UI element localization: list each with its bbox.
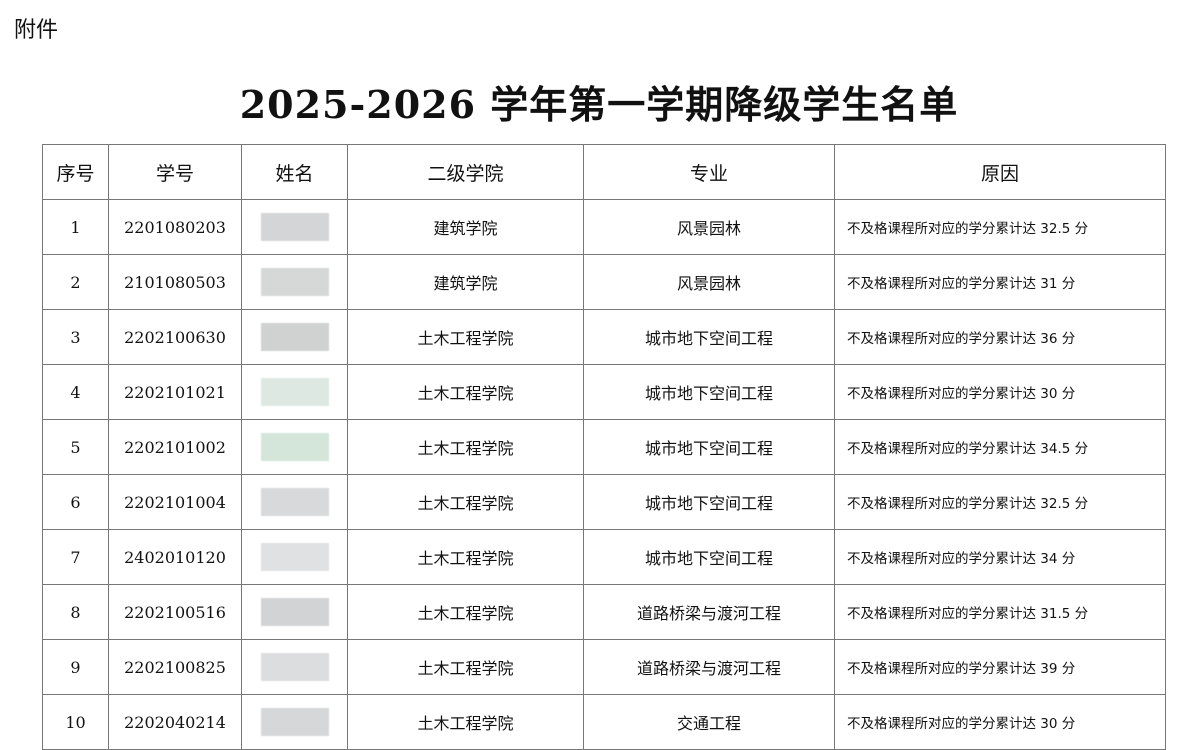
- redacted-name: [260, 488, 329, 516]
- redacted-name: [260, 268, 329, 296]
- cell-student-id: 2202101002: [108, 419, 242, 475]
- cell-student-id: 2202100630: [108, 309, 242, 365]
- table-row: 10 2202040214 土木工程学院 交通工程 不及格课程所对应的学分累计达 30 …: [42, 694, 1166, 750]
- cell-reason: 不及格课程所对应的学分累计达 32.5 分: [834, 199, 1166, 255]
- header-no: 序号: [42, 144, 109, 200]
- cell-reason: 不及格课程所对应的学分累计达 31.5 分: [834, 584, 1166, 640]
- redacted-name: [260, 433, 329, 461]
- cell-college: 土木工程学院: [347, 364, 584, 420]
- header-reason: 原因: [834, 144, 1166, 200]
- cell-college: 土木工程学院: [347, 419, 584, 475]
- cell-reason: 不及格课程所对应的学分累计达 30 分: [834, 364, 1166, 420]
- table-header-row: 序号 学号 姓名 二级学院 专业 原因: [42, 144, 1166, 200]
- cell-no: 8: [42, 584, 109, 640]
- cell-major: 城市地下空间工程: [583, 529, 835, 585]
- table-row: 6 2202101004 土木工程学院 城市地下空间工程 不及格课程所对应的学分累计达 …: [42, 474, 1166, 530]
- header-college: 二级学院: [347, 144, 584, 200]
- table-row: 5 2202101002 土木工程学院 城市地下空间工程 不及格课程所对应的学分累计达 …: [42, 419, 1166, 475]
- cell-name: [241, 199, 348, 255]
- cell-major: 道路桥梁与渡河工程: [583, 639, 835, 695]
- redacted-name: [260, 378, 329, 406]
- cell-major: 城市地下空间工程: [583, 474, 835, 530]
- cell-college: 土木工程学院: [347, 584, 584, 640]
- cell-reason: 不及格课程所对应的学分累计达 30 分: [834, 694, 1166, 750]
- cell-no: 10: [42, 694, 109, 750]
- student-list-table: 序号 学号 姓名 二级学院 专业 原因 1 2201080203 建筑学院 风景园林不…: [42, 144, 1166, 750]
- cell-major: 风景园林: [583, 199, 835, 255]
- cell-major: 交通工程: [583, 694, 835, 750]
- cell-college: 土木工程学院: [347, 639, 584, 695]
- cell-name: [241, 254, 348, 310]
- cell-student-id: 2202101004: [108, 474, 242, 530]
- cell-reason: 不及格课程所对应的学分累计达 31 分: [834, 254, 1166, 310]
- redacted-name: [260, 598, 329, 626]
- redacted-name: [260, 708, 329, 736]
- cell-no: 2: [42, 254, 109, 310]
- cell-reason: 不及格课程所对应的学分累计达 32.5 分: [834, 474, 1166, 530]
- cell-college: 土木工程学院: [347, 474, 584, 530]
- cell-student-id: 2202101021: [108, 364, 242, 420]
- redacted-name: [260, 653, 329, 681]
- cell-name: [241, 474, 348, 530]
- table-row: 1 2201080203 建筑学院 风景园林 不及格课程所对应的学分累计达 32.5 分: [42, 199, 1166, 255]
- cell-student-id: 2202100825: [108, 639, 242, 695]
- cell-student-id: 2202040214: [108, 694, 242, 750]
- redacted-name: [260, 543, 329, 571]
- cell-major: 道路桥梁与渡河工程: [583, 584, 835, 640]
- header-student-id: 学号: [108, 144, 242, 200]
- table-row: 7 2402010120 土木工程学院 城市地下空间工程 不及格课程所对应的学分累计达 …: [42, 529, 1166, 585]
- cell-name: [241, 419, 348, 475]
- cell-reason: 不及格课程所对应的学分累计达 36 分: [834, 309, 1166, 365]
- cell-major: 城市地下空间工程: [583, 419, 835, 475]
- cell-student-id: 2202100516: [108, 584, 242, 640]
- cell-name: [241, 309, 348, 365]
- header-major: 专业: [583, 144, 835, 200]
- cell-reason: 不及格课程所对应的学分累计达 39 分: [834, 639, 1166, 695]
- cell-student-id: 2101080503: [108, 254, 242, 310]
- cell-college: 建筑学院: [347, 199, 584, 255]
- cell-major: 风景园林: [583, 254, 835, 310]
- cell-name: [241, 364, 348, 420]
- cell-student-id: 2201080203: [108, 199, 242, 255]
- cell-reason: 不及格课程所对应的学分累计达 34 分: [834, 529, 1166, 585]
- cell-name: [241, 694, 348, 750]
- cell-no: 7: [42, 529, 109, 585]
- cell-major: 城市地下空间工程: [583, 309, 835, 365]
- cell-major: 城市地下空间工程: [583, 364, 835, 420]
- cell-college: 土木工程学院: [347, 309, 584, 365]
- cell-no: 9: [42, 639, 109, 695]
- page-title: 2025-2026 学年第一学期降级学生名单: [239, 82, 959, 127]
- redacted-name: [260, 323, 329, 351]
- cell-reason: 不及格课程所对应的学分累计达 34.5 分: [834, 419, 1166, 475]
- cell-no: 1: [42, 199, 109, 255]
- attachment-label: 附件: [14, 18, 59, 43]
- cell-college: 土木工程学院: [347, 529, 584, 585]
- table-row: 9 2202100825 土木工程学院 道路桥梁与渡河工程 不及格课程所对应的学分累计达…: [42, 639, 1166, 695]
- cell-name: [241, 639, 348, 695]
- cell-no: 4: [42, 364, 109, 420]
- redacted-name: [260, 213, 329, 241]
- cell-college: 土木工程学院: [347, 694, 584, 750]
- header-name: 姓名: [241, 144, 348, 200]
- cell-no: 3: [42, 309, 109, 365]
- cell-name: [241, 529, 348, 585]
- table-row: 4 2202101021 土木工程学院 城市地下空间工程 不及格课程所对应的学分累计达 …: [42, 364, 1166, 420]
- table-row: 3 2202100630 土木工程学院 城市地下空间工程 不及格课程所对应的学分累计达 …: [42, 309, 1166, 365]
- cell-no: 5: [42, 419, 109, 475]
- cell-student-id: 2402010120: [108, 529, 242, 585]
- table-row: 2 2101080503 建筑学院 风景园林 不及格课程所对应的学分累计达 31 分: [42, 254, 1166, 310]
- cell-name: [241, 584, 348, 640]
- table-row: 8 2202100516 土木工程学院 道路桥梁与渡河工程 不及格课程所对应的学分累计达…: [42, 584, 1166, 640]
- cell-college: 建筑学院: [347, 254, 584, 310]
- cell-no: 6: [42, 474, 109, 530]
